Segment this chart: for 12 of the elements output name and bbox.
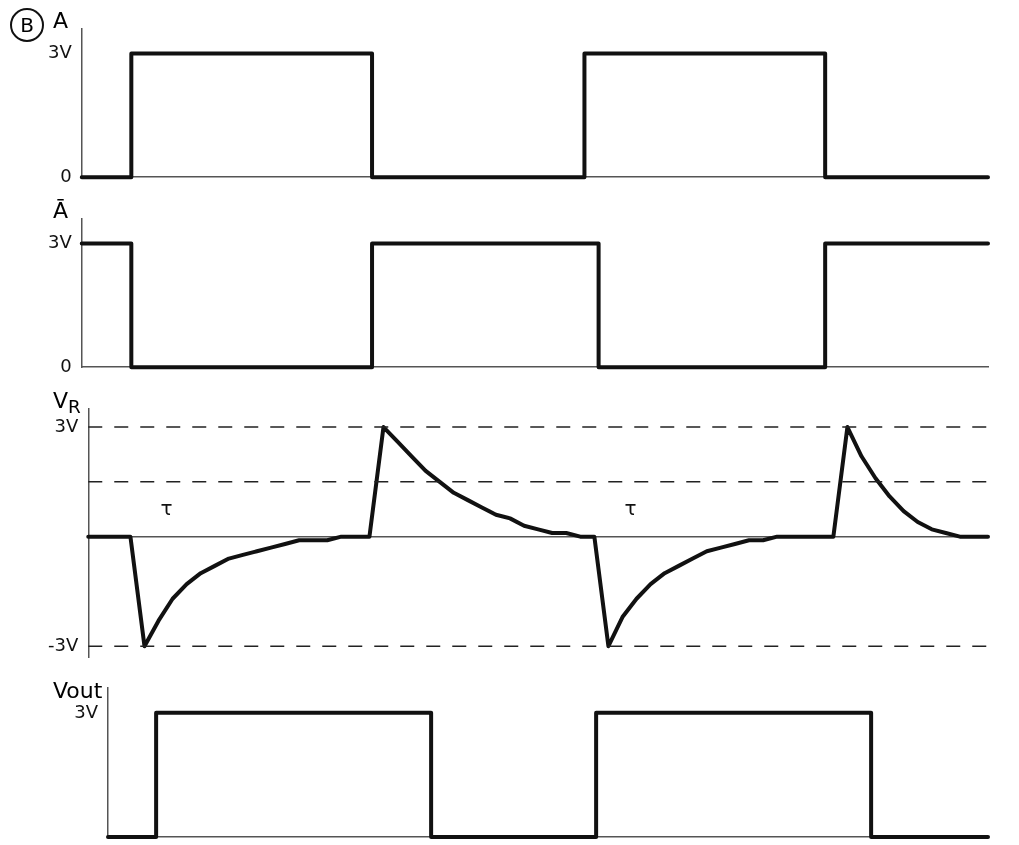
annotation: τ: [160, 495, 173, 520]
y-tick-label: -3V: [48, 633, 79, 655]
y-axis-title: Ā: [53, 198, 69, 223]
y-axis-title: Vout: [53, 678, 103, 703]
annotation: τ: [624, 495, 637, 520]
text: 3V: [74, 700, 99, 722]
y-tick-label: 3V: [48, 41, 73, 63]
y-axis-title: A: [53, 8, 69, 33]
y-tick-label: 3V: [48, 231, 73, 253]
y-tick-label: 0: [60, 354, 72, 376]
chart-title: B: [10, 8, 44, 42]
y-tick-label: 0: [60, 164, 72, 186]
